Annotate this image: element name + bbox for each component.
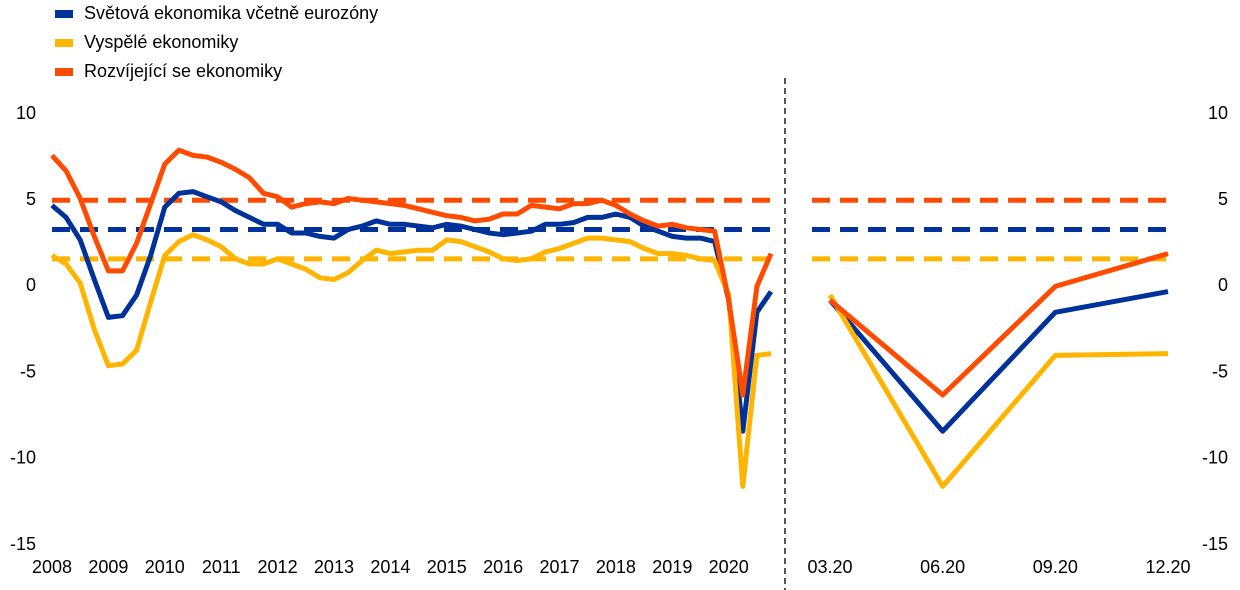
y-tick-label: 10: [1208, 103, 1228, 123]
y-tick-label: -5: [20, 361, 36, 381]
y-tick-label: 0: [26, 275, 36, 295]
y-tick-label: -10: [10, 448, 36, 468]
x-tick-label: 2017: [540, 557, 580, 577]
legend-label: Rozvíjející se ekonomiky: [84, 61, 282, 81]
x-tick-label: 2019: [652, 557, 692, 577]
legend-swatch: [55, 39, 73, 47]
legend-label: Vyspělé ekonomiky: [84, 32, 238, 52]
y-tick-label: 5: [26, 189, 36, 209]
y-tick-label: -10: [1202, 448, 1228, 468]
legend-swatch: [55, 68, 73, 76]
series-line: [50, 189, 774, 434]
x-tick-label: 2011: [202, 557, 241, 577]
y-tick-label: 5: [1218, 189, 1228, 209]
y-tick-label: -15: [10, 534, 36, 554]
legend-label: Světová ekonomika včetně eurozóny: [84, 3, 378, 23]
x-tick-label: 03.20: [807, 557, 852, 577]
x-tick-label: 2020: [709, 557, 749, 577]
legend-swatch: [55, 10, 73, 18]
x-tick-label: 12.20: [1145, 557, 1190, 577]
y-tick-label: -5: [1212, 361, 1228, 381]
x-tick-label: 2010: [145, 557, 185, 577]
x-tick-label: 2008: [32, 557, 72, 577]
x-tick-label: 09.20: [1033, 557, 1078, 577]
series-line: [50, 147, 774, 398]
series-line: [827, 293, 1169, 489]
x-tick-label: 2014: [370, 557, 410, 577]
y-tick-label: 0: [1218, 275, 1228, 295]
series-line: [828, 251, 1169, 398]
x-tick-label: 06.20: [920, 557, 965, 577]
x-tick-label: 2009: [88, 557, 128, 577]
x-tick-label: 2012: [258, 557, 298, 577]
series-line: [50, 232, 772, 489]
x-tick-label: 2013: [314, 557, 354, 577]
x-tick-label: 2015: [427, 557, 467, 577]
y-tick-label: 10: [16, 103, 36, 123]
x-tick-label: 2016: [483, 557, 523, 577]
y-tick-label: -15: [1202, 534, 1228, 554]
x-tick-label: 2018: [596, 557, 636, 577]
series-line: [828, 289, 1169, 434]
